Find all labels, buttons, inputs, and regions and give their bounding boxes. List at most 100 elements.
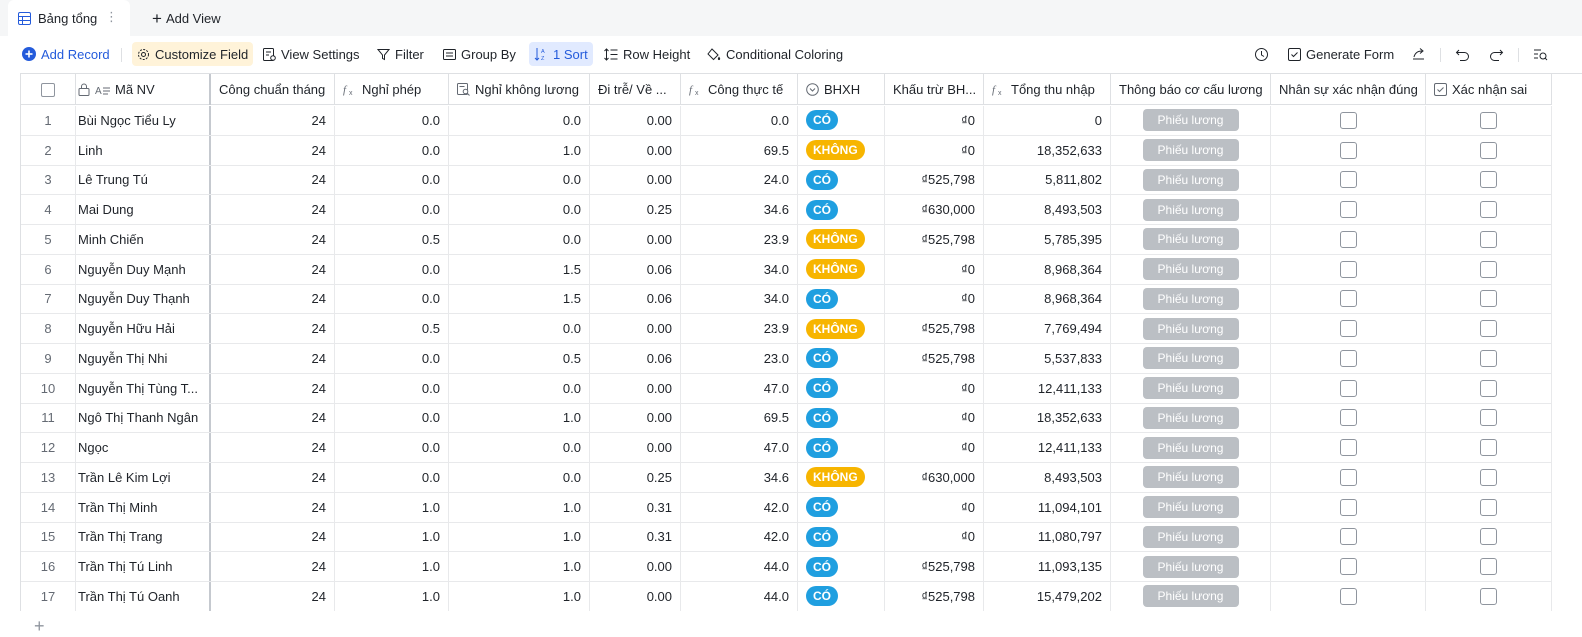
cell-tong-thu-nhap[interactable]: 11,093,135 [984, 552, 1111, 581]
cell-tong-thu-nhap[interactable]: 12,411,133 [984, 433, 1111, 462]
cell-cong-thuc-te[interactable]: 23.9 [681, 225, 798, 254]
cell-nghi-phep[interactable]: 0.0 [335, 195, 449, 224]
cell-cong-chuan-thang[interactable]: 24 [211, 314, 335, 343]
cell-cong-chuan-thang[interactable]: 24 [211, 195, 335, 224]
cell-khau-tru-bh[interactable]: ₫0 [885, 373, 984, 403]
cell-tong-thu-nhap[interactable]: 18,352,633 [984, 403, 1111, 433]
cell-ma-nv[interactable]: Trần Thị Minh [76, 492, 211, 522]
cell-bhxh[interactable]: CÓ [798, 165, 885, 195]
cell-tong-thu-nhap[interactable]: 5,785,395 [984, 225, 1111, 254]
table-row[interactable]: 3 Lê Trung Tú 24 0.0 0.0 0.00 24.0 CÓ ₫5… [21, 165, 1552, 196]
table-row[interactable]: 7 Nguyễn Duy Thạnh 24 0.0 1.5 0.06 34.0 … [21, 284, 1552, 315]
cell-cong-chuan-thang[interactable]: 24 [211, 135, 335, 165]
cell-bhxh[interactable]: CÓ [798, 522, 885, 552]
cell-ma-nv[interactable]: Nguyễn Hữu Hải [76, 314, 211, 343]
cell-nghi-phep[interactable]: 1.0 [335, 492, 449, 522]
table-row[interactable]: 14 Trần Thị Minh 24 1.0 1.0 0.31 42.0 CÓ… [21, 492, 1552, 523]
confirm-wrong-checkbox[interactable] [1480, 558, 1497, 576]
cell-ma-nv[interactable]: Nguyễn Thị Nhi [76, 344, 211, 373]
cell-di-tre-ve-som[interactable]: 0.00 [590, 135, 681, 165]
cell-bhxh[interactable]: CÓ [798, 195, 885, 224]
cell-bhxh[interactable]: CÓ [798, 582, 885, 611]
cell-khau-tru-bh[interactable]: ₫0 [885, 492, 984, 522]
cell-tong-thu-nhap[interactable]: 11,094,101 [984, 492, 1111, 522]
cell-ma-nv[interactable]: Lê Trung Tú [76, 165, 211, 195]
cell-cong-thuc-te[interactable]: 0.0 [681, 106, 798, 135]
cell-khau-tru-bh[interactable]: ₫0 [885, 284, 984, 314]
phieu-luong-button[interactable]: Phiếu lương [1142, 139, 1239, 162]
cell-tong-thu-nhap[interactable]: 8,968,364 [984, 284, 1111, 314]
cell-di-tre-ve-som[interactable]: 0.25 [590, 195, 681, 224]
phieu-luong-button[interactable]: Phiếu lương [1142, 317, 1239, 340]
cell-nghi-khong-luong[interactable]: 1.0 [449, 582, 590, 611]
cell-bhxh[interactable]: CÓ [798, 403, 885, 433]
cell-ma-nv[interactable]: Nguyễn Duy Thạnh [76, 284, 211, 314]
cell-cong-chuan-thang[interactable]: 24 [211, 582, 335, 611]
cell-khau-tru-bh[interactable]: ₫630,000 [885, 195, 984, 224]
cell-nghi-phep[interactable]: 0.0 [335, 403, 449, 433]
filter-button[interactable]: Filter [372, 42, 429, 66]
column-header-bhxh[interactable]: BHXH [798, 74, 885, 105]
confirm-correct-checkbox[interactable] [1339, 260, 1357, 278]
phieu-luong-button[interactable]: Phiếu lương [1142, 496, 1239, 519]
add-view-button[interactable]: + Add View [152, 0, 221, 36]
cell-khau-tru-bh[interactable]: ₫525,798 [885, 582, 984, 611]
table-row[interactable]: 6 Nguyễn Duy Mạnh 24 0.0 1.5 0.06 34.0 K… [21, 254, 1552, 285]
cell-di-tre-ve-som[interactable]: 0.31 [590, 492, 681, 522]
cell-tong-thu-nhap[interactable]: 8,493,503 [984, 463, 1111, 492]
confirm-correct-checkbox[interactable] [1339, 439, 1357, 457]
cell-khau-tru-bh[interactable]: ₫0 [885, 403, 984, 433]
column-header-nghi-khong-luong[interactable]: Nghỉ không lương [449, 74, 590, 105]
cell-nghi-phep[interactable]: 0.0 [335, 106, 449, 135]
phieu-luong-button[interactable]: Phiếu lương [1142, 585, 1239, 608]
cell-tong-thu-nhap[interactable]: 0 [984, 106, 1111, 135]
group-by-button[interactable]: Group By [438, 42, 521, 66]
phieu-luong-button[interactable]: Phiếu lương [1142, 436, 1239, 459]
cell-nghi-phep[interactable]: 0.0 [335, 135, 449, 165]
confirm-wrong-checkbox[interactable] [1480, 528, 1497, 546]
cell-bhxh[interactable]: CÓ [798, 106, 885, 135]
cell-nghi-phep[interactable]: 0.0 [335, 254, 449, 284]
cell-cong-thuc-te[interactable]: 69.5 [681, 135, 798, 165]
cell-di-tre-ve-som[interactable]: 0.00 [590, 403, 681, 433]
cell-tong-thu-nhap[interactable]: 15,479,202 [984, 582, 1111, 611]
phieu-luong-button[interactable]: Phiếu lương [1142, 109, 1239, 132]
cell-tong-thu-nhap[interactable]: 11,080,797 [984, 522, 1111, 552]
confirm-correct-checkbox[interactable] [1339, 409, 1357, 427]
share-icon[interactable] [1408, 44, 1428, 64]
tab-bang-tong[interactable]: Bảng tổng ⋮ [8, 0, 130, 36]
phieu-luong-button[interactable]: Phiếu lương [1142, 287, 1239, 310]
confirm-wrong-checkbox[interactable] [1480, 468, 1497, 486]
cell-cong-thuc-te[interactable]: 34.0 [681, 284, 798, 314]
table-row[interactable]: 1 Bùi Ngọc Tiểu Ly 24 0.0 0.0 0.00 0.0 C… [21, 106, 1552, 136]
cell-cong-thuc-te[interactable]: 69.5 [681, 403, 798, 433]
cell-di-tre-ve-som[interactable]: 0.06 [590, 344, 681, 373]
cell-cong-thuc-te[interactable]: 47.0 [681, 373, 798, 403]
cell-cong-thuc-te[interactable]: 44.0 [681, 552, 798, 581]
add-record-button[interactable]: Add Record [17, 42, 115, 66]
cell-nghi-phep[interactable]: 0.5 [335, 225, 449, 254]
table-row[interactable]: 15 Trần Thị Trang 24 1.0 1.0 0.31 42.0 C… [21, 522, 1552, 553]
conditional-coloring-button[interactable]: Conditional Coloring [702, 42, 848, 66]
cell-khau-tru-bh[interactable]: ₫0 [885, 433, 984, 462]
confirm-wrong-checkbox[interactable] [1480, 171, 1497, 189]
cell-cong-thuc-te[interactable]: 47.0 [681, 433, 798, 462]
confirm-wrong-checkbox[interactable] [1480, 111, 1497, 129]
confirm-correct-checkbox[interactable] [1339, 171, 1357, 189]
cell-nghi-phep[interactable]: 1.0 [335, 522, 449, 552]
generate-form-button[interactable]: Generate Form [1283, 42, 1399, 66]
confirm-wrong-checkbox[interactable] [1480, 141, 1497, 159]
confirm-correct-checkbox[interactable] [1339, 558, 1357, 576]
table-row[interactable]: 2 Linh 24 0.0 1.0 0.00 69.5 KHÔNG ₫0 18,… [21, 135, 1552, 166]
cell-cong-thuc-te[interactable]: 42.0 [681, 522, 798, 552]
cell-nghi-khong-luong[interactable]: 1.0 [449, 403, 590, 433]
cell-bhxh[interactable]: KHÔNG [798, 314, 885, 343]
cell-ma-nv[interactable]: Mai Dung [76, 195, 211, 224]
table-row[interactable]: 17 Trần Thị Tú Oanh 24 1.0 1.0 0.00 44.0… [21, 582, 1552, 611]
cell-ma-nv[interactable]: Ngọc [76, 433, 211, 462]
cell-tong-thu-nhap[interactable]: 8,493,503 [984, 195, 1111, 224]
cell-ma-nv[interactable]: Ngô Thị Thanh Ngân [76, 403, 211, 433]
cell-cong-chuan-thang[interactable]: 24 [211, 225, 335, 254]
